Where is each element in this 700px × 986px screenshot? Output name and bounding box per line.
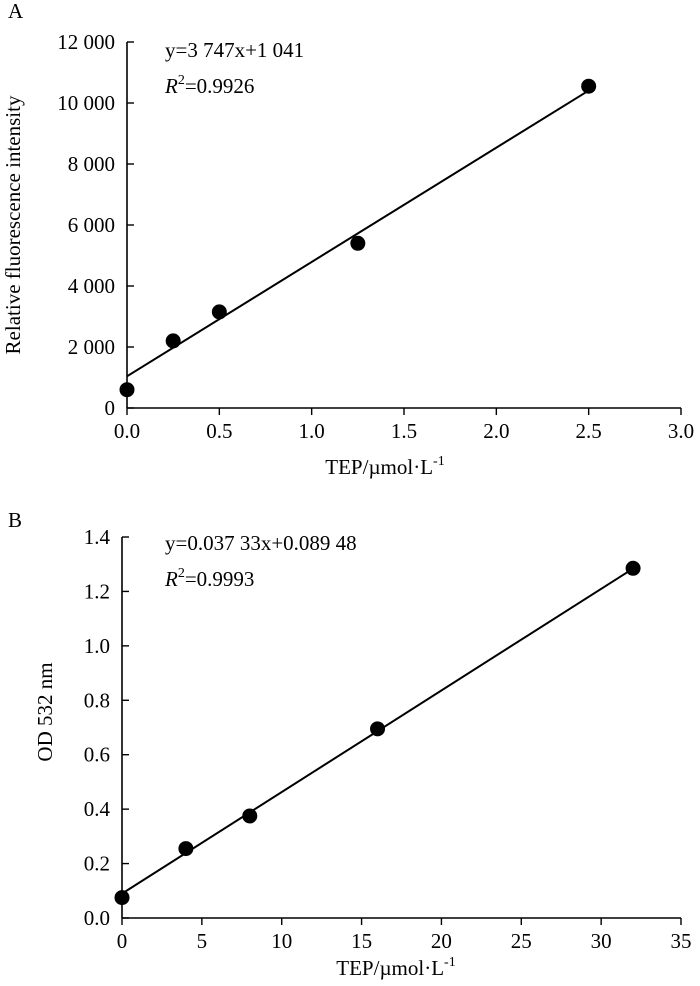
x-axis-title-text: TEP/µmol·L [336,956,444,980]
y-tick-label: 6 000 [68,213,115,237]
data-point [370,721,386,737]
y-tick-label: 12 000 [57,30,115,54]
y-tick-label: 0.8 [84,688,110,712]
x-tick-label: 0 [117,929,128,953]
x-tick-label: 30 [591,929,612,953]
r-squared-label: R2=0.9926 [164,73,254,98]
data-point [114,890,130,906]
y-tick-label: 2 000 [68,335,115,359]
y-tick-label: 4 000 [68,274,115,298]
data-point [178,841,194,857]
data-point [581,78,597,94]
x-tick-label: 1.0 [299,419,325,443]
data-points [114,560,641,906]
x-axis-title-text: TEP/µmol·L [325,455,433,479]
y-axis-title: OD 532 nm [33,662,57,761]
x-tick-label: 0.5 [206,419,232,443]
x-tick-label: 2.0 [483,419,509,443]
y-tick-label: 0 [105,396,116,420]
x-axis-title-sup: -1 [444,955,456,970]
x-tick-label: 15 [351,929,372,953]
x-tick-label: 2.5 [576,419,602,443]
x-tick-label: 3.0 [668,419,694,443]
x-tick-label: 25 [511,929,532,953]
data-point [242,808,258,824]
r-squared-value: =0.9926 [185,74,255,98]
y-tick-label: 0.4 [84,797,111,821]
fit-line-group [126,89,590,378]
data-point [211,304,227,320]
r-superscript: 2 [178,73,185,88]
equation-label: y=0.037 33x+0.089 48 [165,531,357,555]
y-tick-label: 1.4 [84,525,111,549]
y-tick-label: 1.0 [84,634,110,658]
panel-label: A [8,0,24,23]
x-tick-label: 1.5 [391,419,417,443]
axes: 0 2 000 4 000 6 000 8 000 10 000 12 000 0.0 0.5 1… [57,30,694,443]
y-axis-title: Relative fluorescence intensity [1,95,25,354]
panel-b: B 0.0 0.2 0.4 0.6 0.8 1.0 1.2 1.4 0 5 10 15 20 25 30 35… [8,508,692,980]
r-superscript: 2 [178,566,185,581]
x-axis-title-sup: -1 [433,454,445,469]
r-symbol: R [164,567,178,591]
fit-line [126,89,590,378]
x-tick-label: 0.0 [114,419,140,443]
data-point [119,382,135,398]
data-point [625,560,641,576]
data-point [350,235,366,251]
y-tick-label: 0.6 [84,743,110,767]
y-tick-label: 8 000 [68,152,115,176]
panel-a: A 0 2 000 4 000 6 000 8 000 10 000 12 000 0.0 0.… [1,0,694,479]
y-tick-label: 0.2 [84,852,110,876]
y-tick-label: 10 000 [57,91,115,115]
data-point [165,333,181,349]
r-squared-value: =0.9993 [185,567,255,591]
x-axis-title: TEP/µmol·L-1 [336,955,455,980]
r-symbol: R [164,74,178,98]
x-tick-label: 5 [197,929,208,953]
axes: 0.0 0.2 0.4 0.6 0.8 1.0 1.2 1.4 0 5 10 15 20 25 30 35 [84,525,692,953]
y-tick-label: 0.0 [84,906,110,930]
x-tick-label: 10 [271,929,292,953]
x-axis-title: TEP/µmol·L-1 [325,454,444,479]
equation-label: y=3 747x+1 041 [165,38,304,62]
x-tick-label: 20 [431,929,452,953]
y-tick-label: 1.2 [84,579,110,603]
x-tick-label: 35 [671,929,692,953]
panel-label: B [8,508,22,532]
data-points [119,78,597,398]
r-squared-label: R2=0.9993 [164,566,254,591]
